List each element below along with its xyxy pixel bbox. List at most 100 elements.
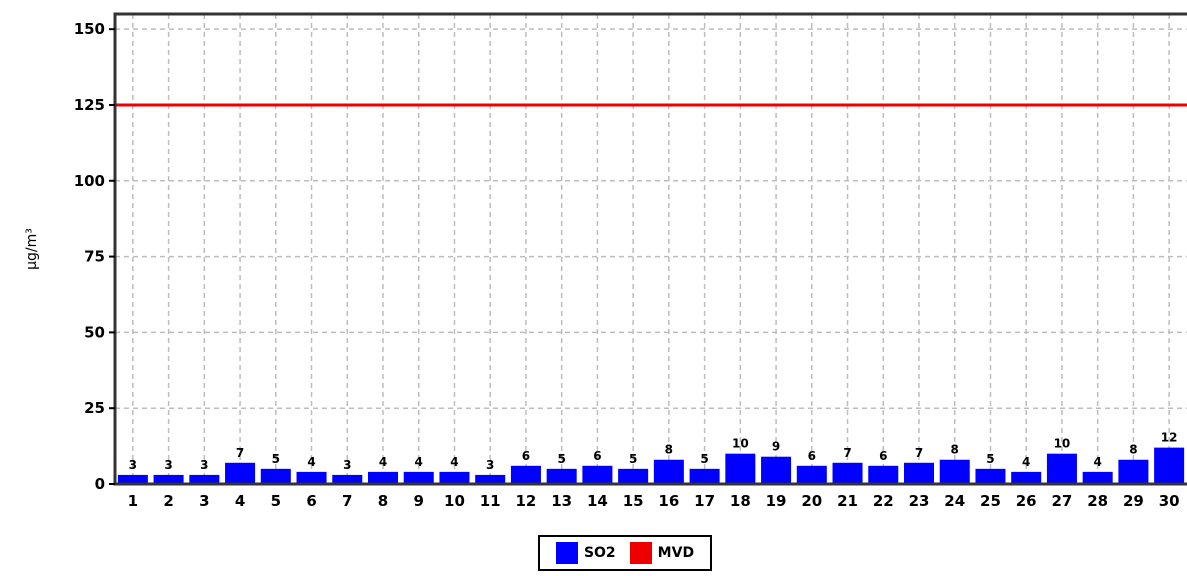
data-label-4: 7 <box>236 446 244 460</box>
legend-swatch-mvd <box>629 542 652 564</box>
data-label-17: 5 <box>700 452 708 466</box>
x-tick-label-18: 18 <box>730 492 751 510</box>
data-label-28: 4 <box>1093 455 1101 469</box>
data-label-20: 6 <box>808 449 816 463</box>
data-label-18: 10 <box>732 437 749 451</box>
x-tick-label-23: 23 <box>909 492 930 510</box>
bar-27 <box>1046 453 1077 484</box>
so2-bars <box>117 447 1185 484</box>
data-label-11: 3 <box>486 458 494 472</box>
data-label-22: 6 <box>879 449 887 463</box>
data-label-13: 5 <box>557 452 565 466</box>
data-label-23: 7 <box>915 446 923 460</box>
x-tick-label-12: 12 <box>515 492 536 510</box>
bar-3 <box>189 474 220 484</box>
x-tick-label-17: 17 <box>694 492 715 510</box>
data-label-16: 8 <box>665 443 673 457</box>
data-label-19: 9 <box>772 440 780 454</box>
bar-8 <box>367 471 399 484</box>
y-tick-label: 75 <box>84 248 105 266</box>
x-tick-label-22: 22 <box>873 492 894 510</box>
bar-18 <box>725 453 756 484</box>
bar-16 <box>653 459 684 484</box>
bar-5 <box>260 468 291 484</box>
legend: SO2 MVD <box>538 535 712 571</box>
y-tick-label: 150 <box>74 20 105 38</box>
bar-20 <box>796 465 827 484</box>
x-tick-label-10: 10 <box>444 492 465 510</box>
x-tick-label-24: 24 <box>944 492 965 510</box>
data-label-24: 8 <box>951 443 959 457</box>
x-tick-label-28: 28 <box>1087 492 1108 510</box>
bar-10 <box>439 471 470 484</box>
data-label-15: 5 <box>629 452 637 466</box>
bar-24 <box>939 459 970 484</box>
bar-17 <box>689 468 720 484</box>
bar-7 <box>332 474 363 484</box>
grid-lines <box>115 14 1187 484</box>
x-tick-label-21: 21 <box>837 492 858 510</box>
data-label-12: 6 <box>522 449 530 463</box>
bar-14 <box>582 465 613 484</box>
bar-26 <box>1011 471 1042 484</box>
x-tick-label-5: 5 <box>271 492 281 510</box>
bar-23 <box>903 462 935 484</box>
data-label-5: 5 <box>272 452 280 466</box>
bar-25 <box>975 468 1006 484</box>
x-tick-label-11: 11 <box>480 492 501 510</box>
y-tick-label: 125 <box>74 96 105 114</box>
data-label-21: 7 <box>843 446 851 460</box>
data-label-9: 4 <box>415 455 423 469</box>
legend-swatch-so2 <box>555 542 578 564</box>
x-tick-label-26: 26 <box>1016 492 1037 510</box>
bar-11 <box>475 474 506 484</box>
data-label-14: 6 <box>593 449 601 463</box>
x-axis-ticks: 1 2 3 4 5 6 7 8 9 10 11 12 13 14 15 16 17 18 19 20 21 22 23 24 2… <box>128 492 1180 510</box>
data-label-1: 3 <box>129 458 137 472</box>
bar-12 <box>510 465 541 484</box>
data-label-29: 8 <box>1129 443 1137 457</box>
bar-6 <box>296 471 327 484</box>
x-tick-label-13: 13 <box>551 492 572 510</box>
x-tick-label-3: 3 <box>199 492 209 510</box>
y-axis-label: µg/m³ <box>24 228 40 270</box>
x-tick-label-9: 9 <box>414 492 424 510</box>
data-labels: 3 3 3 7 5 4 3 4 4 4 3 6 5 6 5 8 5 10 9 6 7 6 7 8 5 4 10 4 8 12 <box>129 431 1178 472</box>
bar-19 <box>761 456 792 484</box>
legend-item-mvd: MVD <box>629 542 694 564</box>
data-label-7: 3 <box>343 458 351 472</box>
x-tick-label-4: 4 <box>235 492 245 510</box>
y-axis-ticks: 0 25 50 75 100 125 150 <box>74 20 115 493</box>
bar-1 <box>117 474 148 484</box>
x-tick-label-29: 29 <box>1123 492 1144 510</box>
bar-4 <box>225 462 256 484</box>
bar-2 <box>153 474 184 484</box>
data-label-25: 5 <box>986 452 994 466</box>
bar-13 <box>546 468 577 484</box>
x-tick-label-27: 27 <box>1051 492 1072 510</box>
data-label-6: 4 <box>307 455 315 469</box>
x-tick-label-20: 20 <box>801 492 822 510</box>
plot-frame <box>113 12 1187 486</box>
bar-15 <box>618 468 649 484</box>
x-tick-label-15: 15 <box>623 492 644 510</box>
data-label-26: 4 <box>1022 455 1030 469</box>
x-tick-label-14: 14 <box>587 492 608 510</box>
x-tick-label-8: 8 <box>378 492 388 510</box>
data-label-3: 3 <box>200 458 208 472</box>
data-label-30: 12 <box>1161 431 1178 445</box>
x-tick-label-16: 16 <box>658 492 679 510</box>
bar-28 <box>1082 471 1113 484</box>
y-tick-label: 100 <box>74 172 105 190</box>
x-tick-label-7: 7 <box>342 492 352 510</box>
y-tick-label: 50 <box>84 323 105 341</box>
x-tick-label-19: 19 <box>766 492 787 510</box>
data-label-8: 4 <box>379 455 387 469</box>
bar-29 <box>1118 459 1149 484</box>
x-tick-label-2: 2 <box>163 492 173 510</box>
x-tick-label-6: 6 <box>306 492 316 510</box>
data-label-2: 3 <box>164 458 172 472</box>
x-tick-label-30: 30 <box>1159 492 1180 510</box>
data-label-10: 4 <box>450 455 458 469</box>
